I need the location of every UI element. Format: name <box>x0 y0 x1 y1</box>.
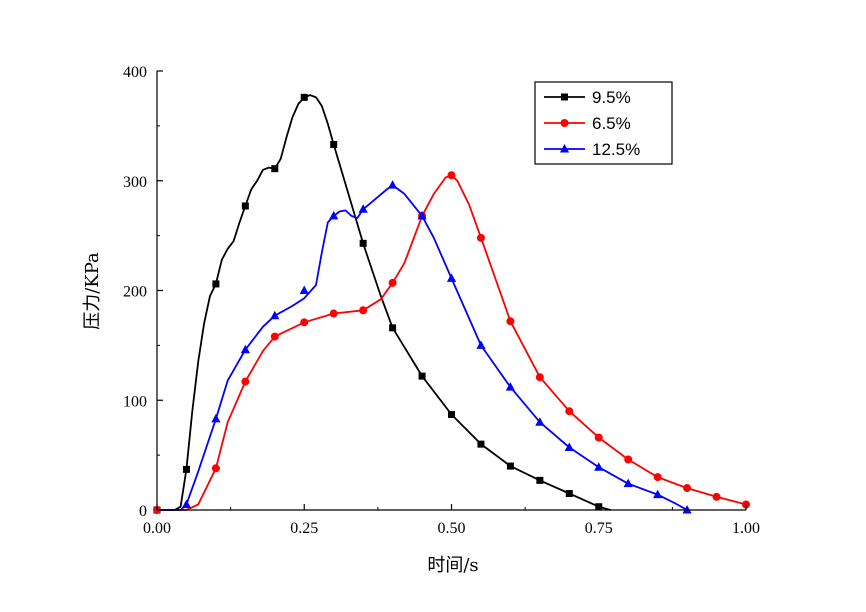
data-point <box>476 340 486 349</box>
y-tick-label: 400 <box>123 64 147 81</box>
axes: 0.00 0.25 0.50 0.75 1.00 0 100 200 300 400 <box>123 64 760 537</box>
data-point <box>299 285 309 294</box>
data-point <box>447 171 456 180</box>
data-point <box>329 210 339 220</box>
legend: 9.5% 6.5% 12.5% <box>534 81 673 165</box>
legend-label-3: 12.5% <box>592 140 640 159</box>
data-point <box>182 465 190 473</box>
data-point <box>683 484 692 493</box>
y-tick-label: 0 <box>139 503 147 520</box>
x-tick-label: 0.75 <box>585 520 613 537</box>
data-point <box>270 332 279 341</box>
data-point <box>240 344 250 354</box>
legend-marker-1 <box>561 93 568 101</box>
legend-marker-2 <box>560 119 569 127</box>
data-point <box>388 278 397 287</box>
data-point <box>181 499 192 509</box>
data-point <box>241 377 250 386</box>
y-tick-label: 200 <box>123 284 147 301</box>
x-tick-label: 0.00 <box>143 520 171 537</box>
data-point <box>300 318 309 327</box>
data-point <box>211 413 221 423</box>
data-point <box>329 309 338 318</box>
series-line-1 <box>157 94 611 511</box>
plot-area <box>153 93 750 514</box>
data-point <box>536 476 544 484</box>
data-point <box>506 462 514 470</box>
x-tick-label: 0.25 <box>290 520 318 537</box>
y-axis-title: 压力/KPa <box>82 252 103 330</box>
legend-label-1: 9.5% <box>592 88 631 107</box>
y-tick-label: 100 <box>123 393 147 410</box>
x-tick-label: 0.50 <box>438 520 466 537</box>
data-point <box>271 165 279 173</box>
data-point <box>682 505 692 514</box>
data-point <box>624 455 633 464</box>
x-axis-title: 时间/s <box>427 555 478 576</box>
data-point <box>448 411 455 419</box>
data-point <box>653 489 663 499</box>
data-point <box>359 239 367 247</box>
data-point <box>564 442 574 451</box>
data-point <box>241 202 249 210</box>
data-point <box>535 417 545 426</box>
data-point <box>712 492 721 501</box>
data-point <box>300 93 308 101</box>
data-point <box>565 490 573 498</box>
series-line-3 <box>157 184 688 511</box>
data-point <box>535 373 544 382</box>
data-point <box>446 273 457 282</box>
data-point <box>358 204 368 213</box>
x-tick-label: 1.00 <box>732 520 760 537</box>
y-tick-label: 300 <box>123 174 147 191</box>
data-point <box>477 440 485 448</box>
data-point <box>623 478 633 488</box>
legend-marker-3 <box>559 144 570 153</box>
data-point <box>212 280 220 288</box>
data-point <box>653 473 662 482</box>
data-point <box>330 141 338 149</box>
data-point <box>359 306 368 315</box>
data-point <box>594 433 603 442</box>
data-point <box>389 324 397 332</box>
data-point <box>211 464 220 473</box>
data-point <box>270 310 280 320</box>
data-point <box>506 317 515 326</box>
data-point <box>388 180 398 189</box>
data-point <box>418 372 426 380</box>
data-point <box>476 233 485 242</box>
legend-label-2: 6.5% <box>592 114 631 133</box>
data-point <box>594 462 604 471</box>
data-point <box>505 382 515 391</box>
series-line-2 <box>157 174 747 511</box>
data-point <box>565 407 574 416</box>
data-point <box>417 210 427 220</box>
